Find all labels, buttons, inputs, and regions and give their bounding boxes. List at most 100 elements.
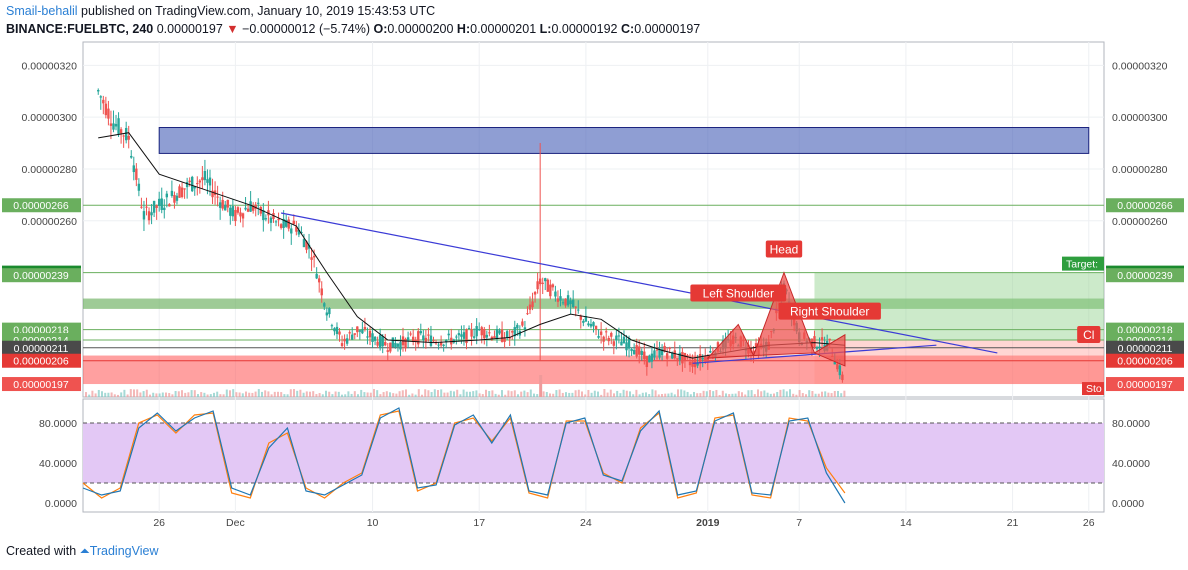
annotation-left-shoulder[interactable]: Left Shoulder (690, 284, 787, 302)
candle-body (109, 123, 113, 126)
candle-body (150, 212, 153, 216)
volume-bar (776, 391, 779, 397)
candle-body (607, 337, 610, 342)
volume-bar (526, 392, 529, 397)
candle-body (818, 346, 821, 348)
annotation-right-shoulder[interactable]: Right Shoulder (778, 302, 881, 320)
candle-body (490, 336, 494, 340)
volume-bar (321, 394, 324, 397)
trendline[interactable] (692, 344, 937, 364)
annotation-text: Cl (1083, 328, 1094, 342)
price-label-left: 0.00000197 (13, 379, 69, 391)
candle-body (315, 273, 318, 279)
candle-body (625, 342, 628, 351)
price-tick-left: 0.00000280 (22, 164, 78, 176)
price-pane[interactable] (82, 41, 1105, 398)
stop-zone-upper[interactable] (814, 339, 1104, 385)
candle-body (579, 315, 583, 320)
volume-bar (741, 392, 743, 397)
volume-bar (789, 389, 791, 397)
resistance-zone[interactable] (158, 127, 1090, 154)
candle-body (640, 350, 643, 356)
candle-body (183, 188, 186, 190)
volume-bar (334, 391, 337, 397)
candle-body (566, 295, 570, 306)
candle-body (691, 361, 694, 367)
candle-body (366, 336, 369, 338)
candle-body (673, 350, 676, 359)
candle-body (99, 96, 102, 98)
candle-body (173, 194, 176, 203)
volume-bar (197, 394, 199, 397)
candle-body (264, 218, 268, 220)
candle-body (569, 300, 572, 305)
volume-bar (485, 389, 487, 397)
candle-body (320, 288, 323, 296)
right-shoulder-shape[interactable] (813, 333, 846, 367)
volume-bar (190, 390, 193, 397)
candle-body (236, 207, 240, 213)
volume-bar (222, 394, 225, 397)
candle-body (376, 341, 379, 346)
candle-body (130, 155, 133, 158)
candle-body (368, 330, 372, 338)
candle-body (472, 336, 476, 338)
candle-body (409, 333, 412, 335)
candle-body (221, 199, 224, 209)
last-price: 0.00000197 (156, 22, 223, 36)
price-tick-right: 0.00000320 (1112, 60, 1168, 72)
candle-body (137, 183, 141, 191)
trendline[interactable] (280, 212, 998, 354)
price-label-right-bg (1106, 198, 1184, 213)
candle-body (404, 338, 407, 349)
annotation-cl[interactable]: Cl (1077, 325, 1101, 343)
rsi-tick-left: 40.0000 (39, 458, 77, 470)
candle-body (114, 123, 118, 127)
volume-bar (686, 391, 689, 397)
candle-body (188, 180, 191, 183)
tradingview-brand[interactable]: TradingView (89, 544, 159, 558)
volume-bar (501, 390, 503, 397)
candle-body (447, 333, 450, 336)
volume-bar (357, 394, 359, 397)
candle-body (386, 350, 389, 352)
volume-bar (296, 390, 299, 397)
volume-bar (673, 394, 676, 397)
volume-bar (568, 392, 571, 397)
left-shoulder-shape[interactable] (706, 323, 755, 359)
candle-body (384, 342, 387, 346)
volume-bar (821, 391, 823, 397)
price-tick-right: 0.00000300 (1112, 112, 1168, 124)
volume-bar (376, 390, 379, 397)
candle-body (234, 210, 237, 222)
volume-bar (318, 393, 321, 397)
volume-bar (510, 391, 513, 397)
volume-bar (773, 393, 775, 397)
volume-bar (337, 391, 340, 397)
green-band-zone[interactable] (83, 298, 1104, 309)
candle-body (249, 201, 252, 212)
candle-body (526, 313, 529, 315)
volume-bar (494, 393, 497, 397)
annotation-head[interactable]: Head (765, 240, 803, 258)
candle-body (615, 335, 618, 341)
volume-bar (632, 394, 635, 397)
volume-bar (453, 391, 455, 397)
volume-bar (177, 391, 180, 397)
price-label-right: 0.00000206 (1117, 356, 1173, 368)
volume-bar (478, 393, 481, 397)
volume-bar (193, 390, 196, 397)
author-link[interactable]: Smail-behalil (6, 4, 78, 18)
volume-bar (270, 394, 273, 397)
price-label-right-bg (1106, 268, 1184, 283)
volume-bar (273, 391, 276, 397)
candle-body (216, 196, 219, 198)
volume-bar (680, 389, 683, 397)
rsi-line[interactable] (82, 407, 846, 504)
volume-bar (657, 394, 660, 397)
moving-average-line[interactable] (98, 132, 845, 359)
volume-bar (670, 392, 673, 397)
price-label-left: 0.00000239 (13, 270, 69, 282)
volume-bar (629, 391, 631, 397)
